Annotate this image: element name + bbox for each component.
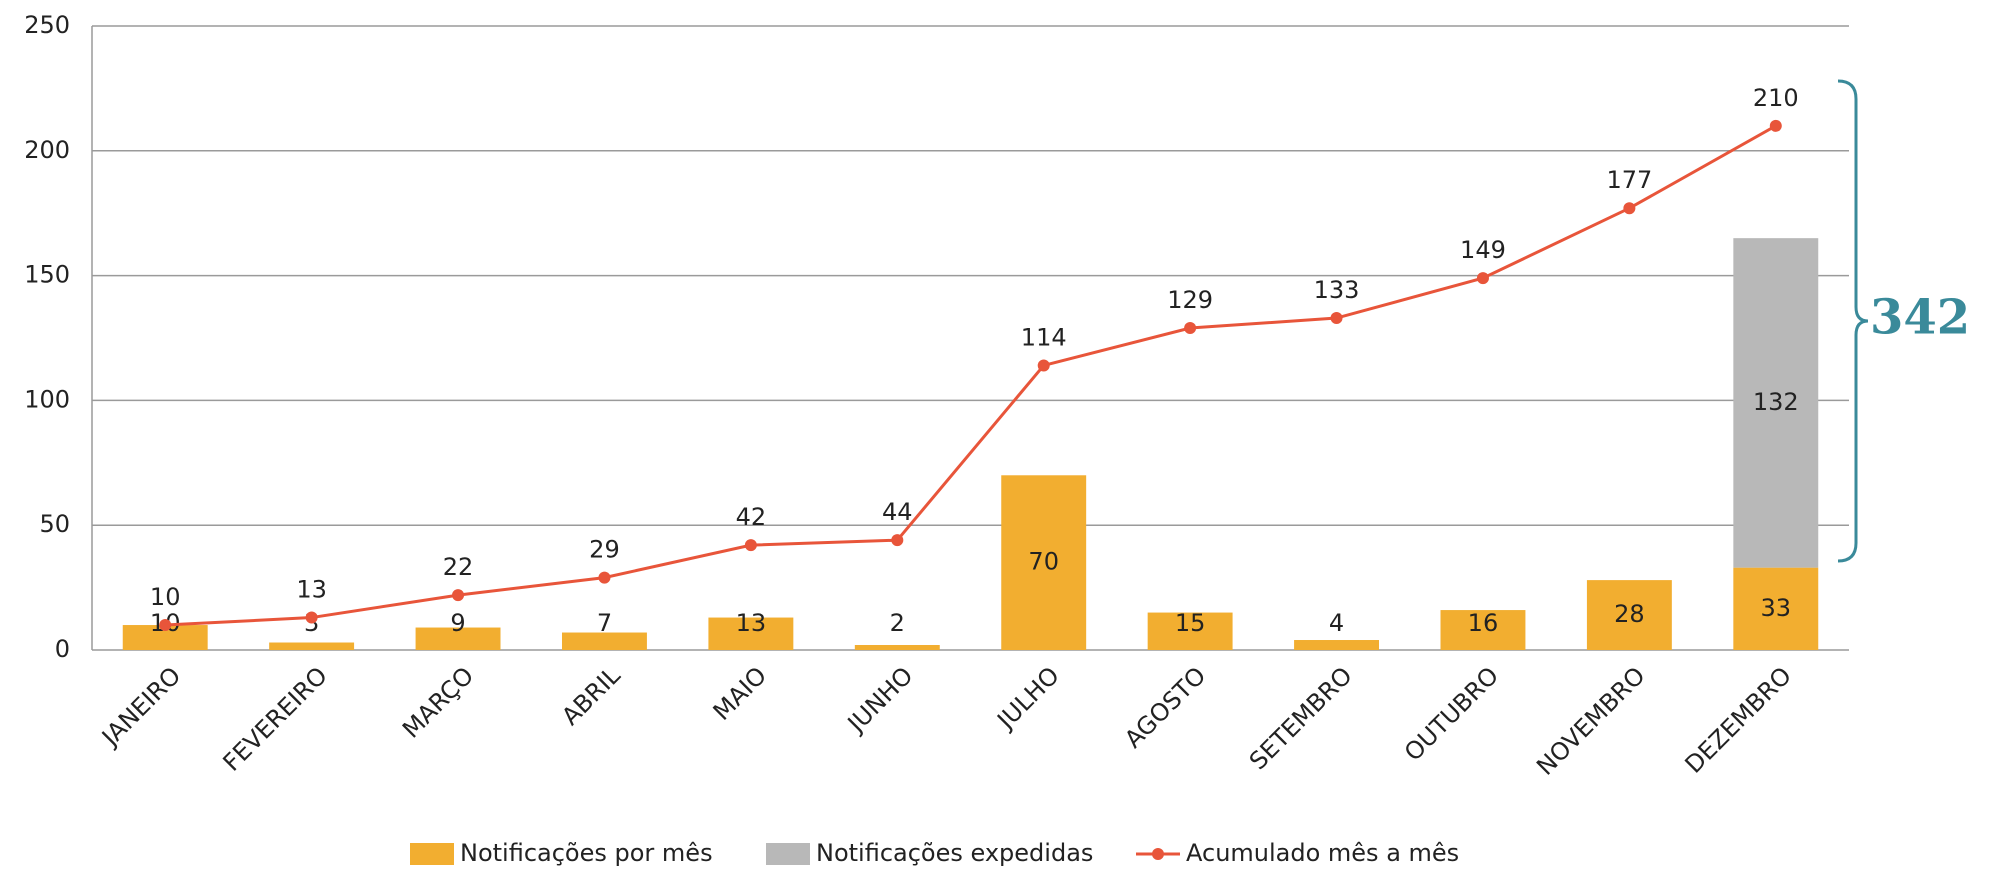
bar: [1001, 475, 1087, 650]
y-tick-label: 50: [39, 510, 70, 538]
bar: [1147, 612, 1233, 650]
legend-swatch: [410, 843, 454, 865]
y-tick-label: 100: [24, 385, 70, 413]
y-tick-label: 200: [24, 136, 70, 164]
y-tick-label: 150: [24, 261, 70, 289]
line-point: [598, 571, 611, 584]
data-label: 70: [1028, 548, 1059, 576]
data-label: 2: [890, 609, 905, 637]
data-label: 132: [1753, 388, 1799, 416]
bar: [1586, 580, 1672, 650]
bar: [708, 617, 794, 650]
x-tick-label: JULHO: [991, 661, 1065, 735]
line: [165, 124, 1777, 627]
data-label: 33: [1761, 594, 1792, 622]
x-tick-label: MARÇO: [397, 661, 479, 743]
bar: [269, 642, 355, 650]
data-label: 129: [1167, 286, 1213, 314]
line-point: [452, 589, 465, 602]
y-tick-label: 250: [24, 11, 70, 39]
data-label: 149: [1460, 236, 1506, 264]
line-point: [744, 539, 757, 552]
data-label: 133: [1314, 276, 1360, 304]
data-label: 7: [597, 609, 612, 637]
legend-swatch: [1152, 848, 1164, 860]
x-tick-label: SETEMBRO: [1244, 661, 1358, 775]
data-label: 44: [882, 498, 913, 526]
x-tick-label: DEZEMBRO: [1680, 661, 1797, 778]
data-label: 210: [1753, 84, 1799, 112]
x-tick-label: ABRIL: [556, 661, 626, 731]
x-tick-label: JUNHO: [841, 661, 918, 738]
line-point: [1037, 359, 1050, 372]
x-tick-label: MAIO: [708, 661, 772, 725]
bar: [1733, 238, 1819, 568]
bar: [561, 632, 647, 650]
line-point: [1330, 312, 1343, 325]
line-point: [1623, 202, 1636, 215]
data-label: 13: [296, 576, 327, 604]
x-tick-label: AGOSTO: [1119, 661, 1211, 753]
bar: [1440, 610, 1526, 650]
x-tick-label: NOVEMBRO: [1531, 661, 1650, 780]
legend-label: Notificações expedidas: [816, 839, 1093, 867]
line-point: [1476, 272, 1489, 285]
data-label: 9: [450, 609, 465, 637]
data-label: 15: [1175, 609, 1206, 637]
data-label: 4: [1329, 609, 1344, 637]
x-tick-label: JANEIRO: [95, 661, 186, 752]
legend-swatch: [766, 843, 810, 865]
line-point: [1769, 119, 1782, 132]
bar: [415, 627, 501, 650]
line-point: [159, 619, 172, 632]
data-label: 29: [589, 536, 620, 564]
line-point: [1184, 322, 1197, 335]
legend-label: Acumulado mês a mês: [1186, 839, 1459, 867]
data-label: 22: [443, 553, 474, 581]
bar: [1733, 567, 1819, 650]
annotation: 342: [1870, 290, 1970, 346]
data-label: 42: [736, 503, 767, 531]
bracket: [1837, 79, 1869, 563]
x-tick-label: OUTUBRO: [1399, 661, 1504, 766]
line-point: [891, 534, 904, 547]
data-label: 114: [1021, 323, 1067, 351]
data-label: 10: [150, 583, 181, 611]
data-label: 16: [1468, 609, 1499, 637]
y-tick-label: 0: [55, 635, 70, 663]
data-label: 177: [1606, 166, 1652, 194]
data-label: 13: [736, 609, 767, 637]
legend-label: Notificações por mês: [460, 839, 713, 867]
bar: [854, 645, 940, 650]
bar: [1294, 640, 1380, 650]
data-label: 28: [1614, 600, 1645, 628]
x-tick-label: FEVEREIRO: [218, 661, 333, 776]
line-point: [305, 611, 318, 624]
